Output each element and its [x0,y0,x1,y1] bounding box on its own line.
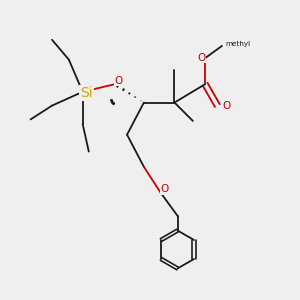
Text: O: O [222,100,231,111]
Text: O: O [114,76,123,85]
Text: O: O [197,52,206,63]
Text: methyl: methyl [226,41,251,47]
Text: O: O [160,184,169,194]
Text: Si: Si [80,86,93,100]
